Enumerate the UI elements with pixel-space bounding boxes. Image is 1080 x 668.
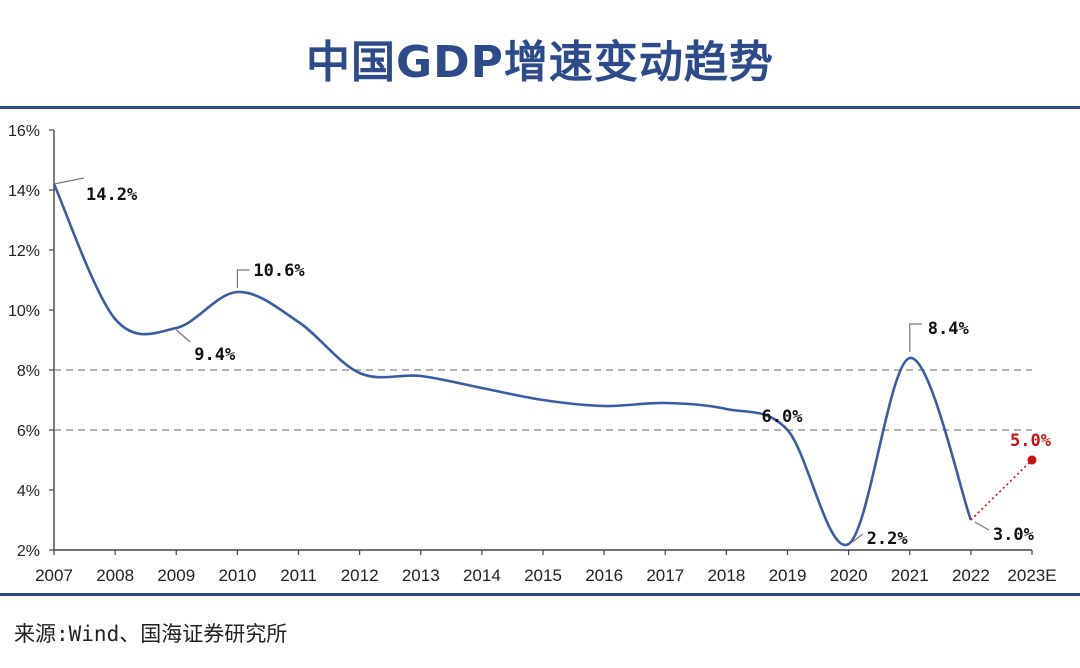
title-divider	[0, 106, 1080, 109]
x-tick-label: 2018	[707, 566, 745, 585]
y-tick-label: 4%	[17, 483, 40, 500]
source-note: 来源:Wind、国海证券研究所	[14, 622, 288, 646]
data-label: 14.2%	[86, 185, 138, 205]
y-tick-label: 16%	[8, 123, 40, 140]
y-tick-label: 10%	[8, 303, 40, 320]
data-label: 2.2%	[867, 529, 909, 549]
data-label: 8.4%	[928, 319, 970, 339]
y-tick-label: 2%	[17, 543, 40, 560]
label-leader	[974, 521, 990, 531]
x-tick-label: 2022	[952, 566, 990, 585]
x-tick-label: 2009	[157, 566, 195, 585]
label-leader	[236, 269, 250, 288]
y-tick-label: 12%	[8, 243, 40, 260]
y-tick-label: 6%	[17, 423, 40, 440]
x-tick-label: 2021	[891, 566, 929, 585]
label-leader	[909, 323, 922, 352]
x-tick-label: 2014	[463, 566, 501, 585]
label-leader	[852, 533, 863, 543]
data-label: 6.0%	[762, 407, 804, 427]
x-tick-label: 2015	[524, 566, 562, 585]
x-tick-label: 2013	[402, 566, 440, 585]
x-tick-label: 2023E	[1007, 566, 1056, 585]
x-tick-label: 2012	[341, 566, 379, 585]
label-leader	[175, 329, 191, 343]
gdp-growth-line	[52, 183, 973, 547]
forecast-line	[970, 459, 1033, 521]
data-label: 9.4%	[194, 345, 236, 365]
x-tick-label: 2011	[280, 566, 317, 585]
line-chart: 2% 4% 6% 8% 10% 12% 14% 16% 2007 2008 2009 2010 2011…	[8, 123, 1057, 585]
x-tick-label: 2019	[769, 566, 807, 585]
data-label: 5.0%	[1010, 431, 1052, 451]
x-tick-label: 2008	[96, 566, 134, 585]
label-leader	[53, 177, 85, 185]
x-tick-label: 2010	[218, 566, 256, 585]
data-label: 3.0%	[993, 525, 1035, 545]
x-tick-label: 2017	[646, 566, 684, 585]
data-label: 10.6%	[253, 261, 305, 281]
y-tick-label: 14%	[8, 183, 40, 200]
footer-divider	[0, 593, 1080, 596]
y-tick-label: 8%	[17, 363, 40, 380]
x-tick-label: 2020	[830, 566, 868, 585]
chart-title: 中国GDP增速变动趋势	[306, 37, 774, 88]
x-tick-label: 2007	[35, 566, 73, 585]
x-tick-label: 2016	[585, 566, 623, 585]
forecast-point	[1027, 455, 1037, 465]
